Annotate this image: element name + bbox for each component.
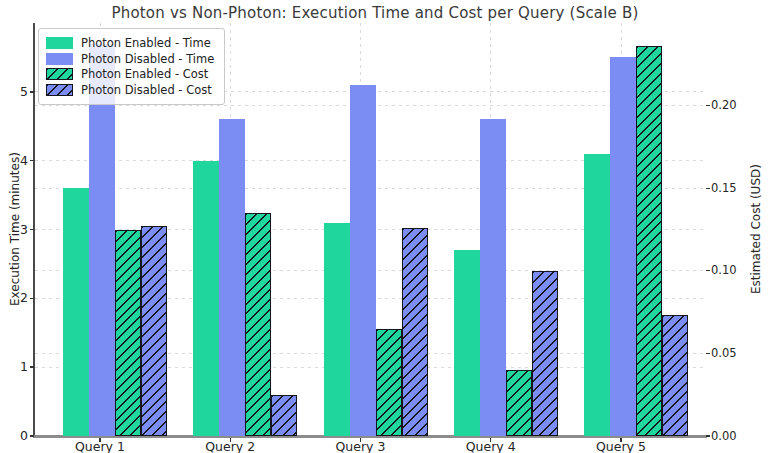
- bar: [402, 228, 428, 436]
- bar: [219, 119, 245, 436]
- y-tick-mark: [706, 353, 711, 354]
- bar: [193, 161, 219, 436]
- y-axis-label-right: Estimated Cost (USD): [747, 23, 765, 436]
- y-tick-mark: [706, 435, 711, 436]
- y-tick-mark: [30, 91, 35, 92]
- y-tick-mark: [30, 435, 35, 436]
- legend-item: Photon Disabled - Time: [46, 51, 214, 67]
- y-tick-label-right: 0.00: [711, 429, 737, 443]
- hatched-swatch-icon: [46, 84, 73, 96]
- y-tick-mark: [706, 105, 711, 106]
- y-tick-label-right: 0.05: [711, 346, 737, 360]
- bar: [454, 250, 480, 436]
- y-tick-mark: [706, 270, 711, 271]
- legend: Photon Enabled - Time Photon Disabled - T…: [38, 28, 225, 105]
- bar: [245, 213, 271, 436]
- chart-title: Photon vs Non-Photon: Execution Time and…: [30, 4, 720, 22]
- legend-label: Photon Enabled - Cost: [81, 67, 208, 81]
- bar: [532, 271, 558, 436]
- bar: [350, 85, 376, 436]
- bar: [636, 46, 662, 436]
- y-tick-mark: [30, 229, 35, 230]
- y-tick-mark: [30, 298, 35, 299]
- legend-label: Photon Enabled - Time: [81, 36, 211, 50]
- legend-label: Photon Disabled - Time: [81, 52, 214, 66]
- y-tick-label-left: 1: [0, 359, 28, 374]
- bar: [115, 230, 141, 437]
- bar: [506, 370, 532, 436]
- x-tick-mark: [620, 438, 621, 443]
- legend-item: Photon Disabled - Cost: [46, 82, 214, 98]
- y-tick-label-left: 4: [0, 153, 28, 168]
- y-tick-label-left: 3: [0, 222, 28, 237]
- bar: [584, 154, 610, 436]
- x-tick-mark: [230, 438, 231, 443]
- bar: [610, 57, 636, 436]
- legend-label: Photon Disabled - Cost: [81, 83, 212, 97]
- bar: [480, 119, 506, 436]
- y-tick-label-right: 0.10: [711, 263, 737, 277]
- bar: [324, 223, 350, 436]
- y-tick-label-left: 0: [0, 428, 28, 443]
- y-tick-mark: [30, 366, 35, 367]
- y-tick-label-left: 5: [0, 84, 28, 99]
- y-tick-mark: [706, 188, 711, 189]
- y-tick-label-right: 0.20: [711, 98, 737, 112]
- y-tick-mark: [30, 160, 35, 161]
- bar: [141, 226, 167, 436]
- x-tick-mark: [490, 438, 491, 443]
- legend-item: Photon Enabled - Cost: [46, 66, 214, 82]
- solid-swatch-icon: [46, 37, 73, 49]
- legend-item: Photon Enabled - Time: [46, 35, 214, 51]
- bar: [271, 395, 297, 436]
- x-tick-mark: [360, 438, 361, 443]
- bar: [63, 188, 89, 436]
- y-tick-label-right: 0.15: [711, 181, 737, 195]
- y-tick-label-left: 2: [0, 290, 28, 305]
- chart-figure: Photon vs Non-Photon: Execution Time and…: [0, 0, 768, 453]
- bar: [662, 315, 688, 436]
- bar: [376, 329, 402, 436]
- solid-swatch-icon: [46, 53, 73, 65]
- x-tick-mark: [99, 438, 100, 443]
- hatched-swatch-icon: [46, 68, 73, 80]
